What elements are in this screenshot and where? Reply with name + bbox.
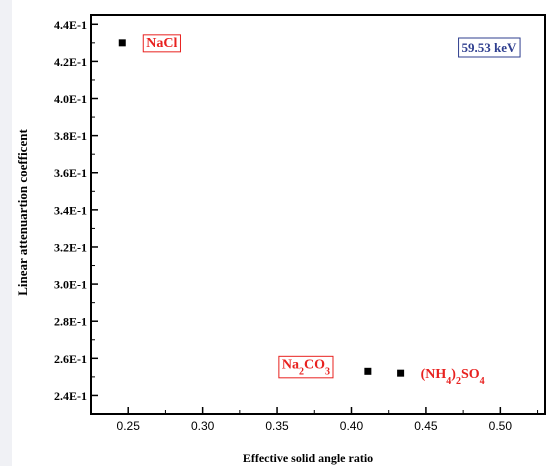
energy-annotation-box [458,37,521,58]
y-tick-label: 2.4E-1 [54,389,87,403]
y-tick-label: 3.2E-1 [54,240,87,254]
y-tick-label: 3.0E-1 [54,278,87,292]
point-label: (NH4)2SO4 [421,367,485,387]
left-margin-strip [0,0,12,466]
x-axis-label: Effective solid angle ratio [243,451,373,465]
data-point [118,39,126,47]
y-axis-ticks: 2.4E-1 2.6E-1 2.8E-1 3.0E-1 3.2E-1 3.4E-1 3.6E… [54,18,98,403]
y-tick-label: 3.6E-1 [54,166,87,180]
y-tick-label: 2.8E-1 [54,315,87,329]
energy-annotation-text: 59.53 keV [462,40,518,55]
y-tick-label: 3.8E-1 [54,129,87,143]
y-axis-label: Linear attenuartion coefficent [15,129,30,296]
y-tick-label: 4.2E-1 [54,55,87,69]
point-label-text: (NH4)2SO4 [421,367,485,387]
point-label-box [278,355,334,379]
point-labels: NaCl Na2CO3 (NH4)2SO4 [142,34,485,387]
y-tick-label: 2.6E-1 [54,352,87,366]
point-label-text: Na2CO3 [282,357,330,377]
x-tick-label: 0.45 [414,419,438,433]
x-tick-label: 0.40 [340,419,364,433]
x-tick-label: 0.30 [191,419,215,433]
y-tick-label: 3.4E-1 [54,203,87,217]
y-tick-label: 4.0E-1 [54,92,87,106]
x-tick-label: 0.35 [265,419,289,433]
plot-frame [90,14,546,415]
x-tick-label: 0.25 [117,419,141,433]
data-points [118,39,405,377]
point-label: Na2CO3 [278,355,334,379]
data-point [364,367,372,375]
energy-annotation: 59.53 keV [458,37,521,58]
x-tick-label: 0.50 [489,419,513,433]
point-label: NaCl [142,34,181,53]
point-label-text: NaCl [146,36,177,51]
x-axis-ticks: 0.25 0.30 0.35 0.40 0.45 0.50 [90,407,539,433]
y-tick-label: 4.4E-1 [54,18,87,32]
point-label-box [142,34,181,53]
data-point [397,369,405,377]
